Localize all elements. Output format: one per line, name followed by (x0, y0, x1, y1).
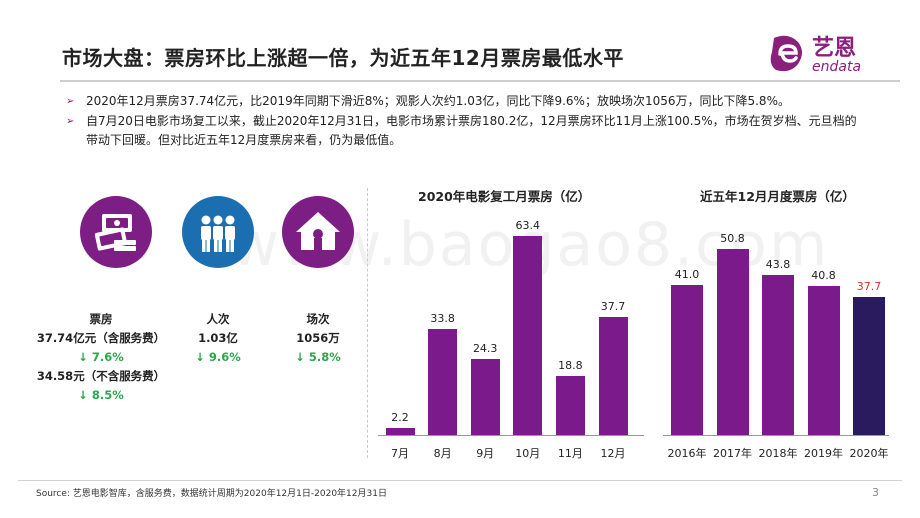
people-icon (182, 196, 254, 268)
page-number: 3 (872, 486, 879, 499)
endata-logo: 艺恩 endata (768, 28, 898, 78)
bar-data-label: 33.8 (430, 311, 455, 325)
people-group-icon (201, 215, 235, 252)
house-shape-icon (296, 212, 340, 250)
chart-bar (853, 296, 885, 435)
bullet-arrow-icon: ➢ (66, 116, 75, 127)
chart-bar (428, 328, 458, 435)
bullet-text: 2020年12月票房37.74亿元，比2019年同期下滑近8%；观影人次约1.0… (86, 94, 790, 108)
x-tick-label: 2018年 (758, 447, 798, 460)
admissions-value: 1.03亿 (198, 331, 238, 345)
x-tick-label: 9月 (476, 447, 495, 460)
bar-data-label: 50.8 (720, 232, 745, 246)
chart-bar (513, 235, 543, 435)
footer-divider (18, 480, 902, 481)
screenings-change: ↓ 5.8% (295, 350, 341, 364)
bar-data-label: 40.8 (811, 268, 836, 282)
box-office-label: 票房 (89, 312, 113, 326)
x-tick-label: 7月 (391, 447, 409, 460)
chart-bar (555, 375, 585, 435)
bar-data-label: 37.7 (856, 279, 882, 293)
screenings-stat: 场次 1056万 ↓ 5.8% (286, 310, 350, 367)
bar-data-label: 41.0 (674, 267, 700, 281)
box-office-stat: 票房 37.74亿元（含服务费） ↓ 7.6% 34.58元（不含服务费） ↓ … (36, 310, 166, 405)
bullet-arrow-icon: ➢ (66, 96, 75, 107)
x-tick-label: 12月 (600, 447, 626, 460)
box-office-change-without-fee: ↓ 8.5% (78, 388, 124, 402)
bar-data-label: 2.2 (391, 411, 409, 425)
bar-data-label: 37.7 (600, 299, 626, 313)
chart2-title: 近五年12月月度票房（亿） (700, 189, 855, 204)
money-stack-icon (94, 214, 136, 251)
box-office-value-with-fee: 37.74亿元（含服务费） (36, 331, 166, 345)
bar-data-label: 18.8 (558, 358, 583, 372)
x-tick-label: 2016年 (667, 447, 707, 460)
chart-bar (762, 274, 794, 435)
box-office-value-without-fee: 34.58元（不含服务费） (36, 369, 166, 383)
source-note: Source: 艺恩电影智库，含服务费，数据统计周期为2020年12月1日-20… (36, 489, 387, 499)
summary-bullets: ➢ 2020年12月票房37.74亿元，比2019年同期下滑近8%；观影人次约1… (66, 92, 866, 151)
x-tick-label: 2020年 (849, 447, 889, 460)
x-tick-label: 11月 (557, 447, 583, 460)
title-divider (60, 80, 900, 82)
chart-bar (598, 316, 628, 435)
bar-data-label: 63.4 (515, 218, 541, 232)
chart-bar (807, 285, 840, 435)
chart1-title: 2020年电影复工月票房（亿） (418, 189, 591, 204)
bullet-text: 自7月20日电影市场复工以来，截止2020年12月31日，电影市场累计票房180… (86, 114, 857, 147)
x-tick-label: 2019年 (804, 447, 843, 460)
summary-bullet: ➢ 2020年12月票房37.74亿元，比2019年同期下滑近8%；观影人次约1… (66, 92, 866, 111)
logo-text-cn: 艺恩 (812, 36, 857, 61)
admissions-label: 人次 (206, 312, 230, 326)
money-icon (80, 196, 152, 268)
bar-data-label: 43.8 (765, 257, 791, 271)
screenings-label: 场次 (306, 312, 330, 326)
admissions-change: ↓ 9.6% (195, 350, 241, 364)
screenings-value: 1056万 (296, 331, 340, 345)
x-axis-line (663, 435, 889, 436)
chart-bar (671, 284, 703, 435)
page-title: 市场大盘：票房环比上涨超一倍，为近五年12月票房最低水平 (62, 46, 624, 70)
summary-bullet: ➢ 自7月20日电影市场复工以来，截止2020年12月31日，电影市场累计票房1… (66, 112, 866, 150)
admissions-stat: 人次 1.03亿 ↓ 9.6% (186, 310, 250, 367)
box-office-change-with-fee: ↓ 7.6% (78, 350, 124, 364)
section-divider (367, 188, 368, 458)
bar-data-label: 24.3 (472, 341, 498, 355)
x-axis-line (378, 435, 644, 436)
x-tick-label: 8月 (433, 447, 452, 460)
chart-bar (470, 358, 500, 435)
logo-text-en: endata (812, 59, 862, 75)
x-tick-label: 10月 (515, 447, 541, 460)
house-icon (282, 196, 354, 268)
endata-logo-icon (770, 35, 802, 72)
x-tick-label: 2017年 (713, 447, 752, 460)
chart-bar (385, 428, 415, 435)
chart-bar (716, 249, 749, 435)
